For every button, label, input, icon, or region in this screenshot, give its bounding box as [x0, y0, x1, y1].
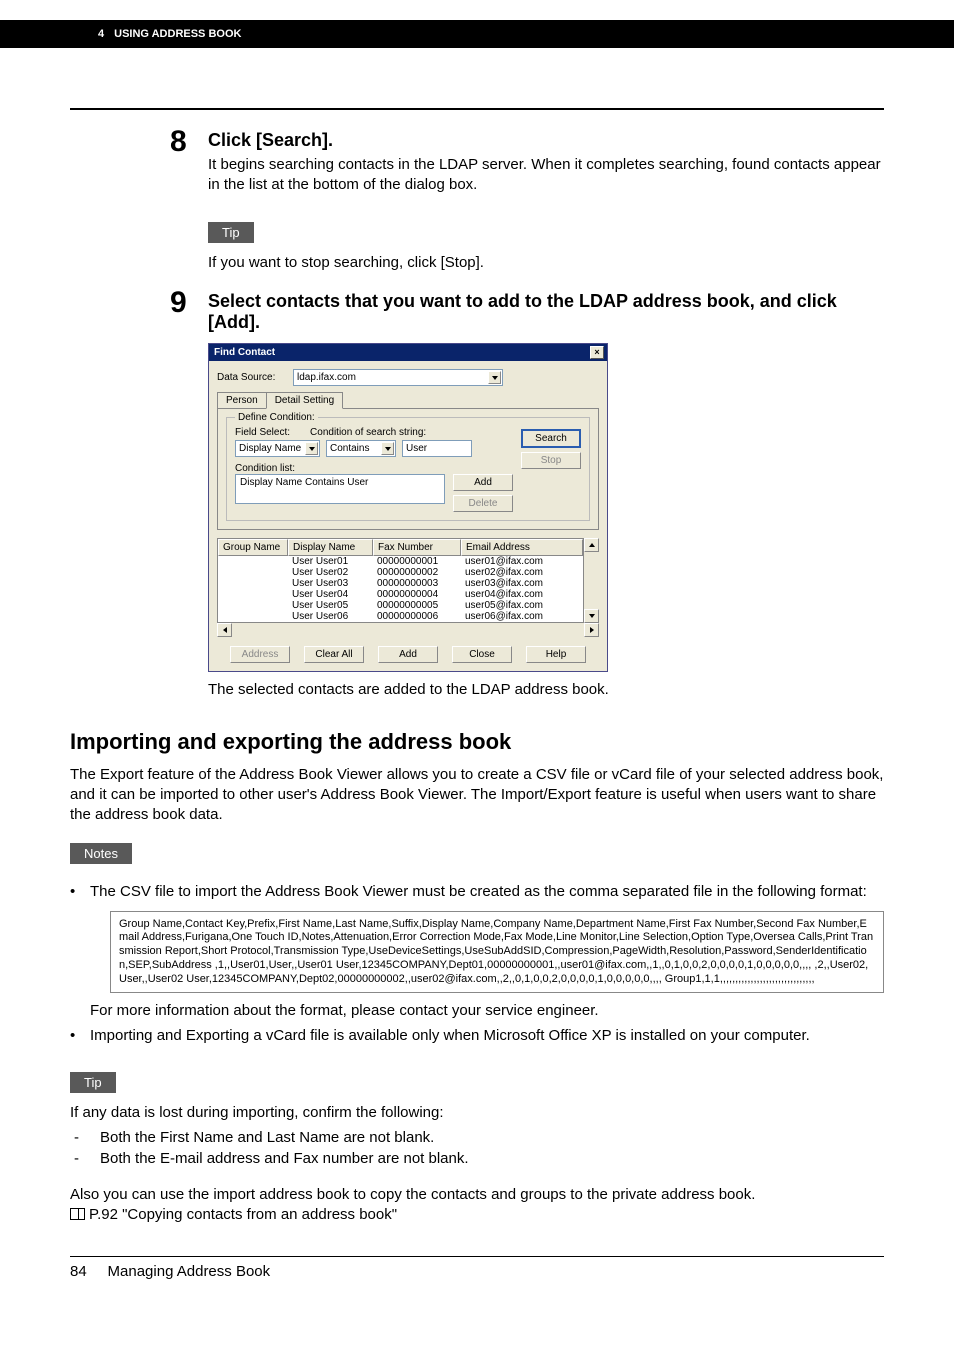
section-intro: The Export feature of the Address Book V… [70, 765, 884, 826]
condition-select[interactable]: Contains [326, 440, 396, 457]
clear-all-button[interactable]: Clear All [304, 646, 364, 663]
add-button[interactable]: Add [378, 646, 438, 663]
step-title: Click [Search]. [208, 130, 884, 151]
add-condition-button[interactable]: Add [453, 474, 513, 491]
note-bullet-2: Importing and Exporting a vCard file is … [70, 1026, 884, 1046]
footer-title: Managing Address Book [108, 1263, 271, 1280]
chevron-down-icon [381, 442, 394, 455]
tab-detail-setting[interactable]: Detail Setting [266, 392, 343, 409]
search-string-input[interactable] [402, 440, 472, 457]
scroll-left-icon[interactable] [217, 623, 232, 637]
table-row[interactable]: User User0300000000003user03@ifax.com [218, 578, 583, 589]
tip-label: Tip [70, 1072, 116, 1093]
step9-after: The selected contacts are added to the L… [208, 680, 884, 700]
step-number: 9 [170, 288, 208, 700]
col-group-name[interactable]: Group Name [218, 539, 288, 556]
divider [70, 1256, 884, 1257]
condition-label: Condition of search string: [310, 427, 426, 438]
tip-text: If you want to stop searching, click [St… [208, 253, 884, 273]
chapter-number: 4 [98, 28, 104, 40]
tip-label: Tip [208, 222, 254, 243]
step-9: 9 Select contacts that you want to add t… [170, 291, 884, 700]
search-button[interactable]: Search [521, 429, 581, 448]
scroll-right-icon[interactable] [584, 623, 599, 637]
book-icon [70, 1208, 85, 1220]
cross-reference: P.92 "Copying contacts from an address b… [70, 1205, 884, 1225]
scroll-up-icon[interactable] [584, 538, 599, 552]
tab-panel: Define Condition: Field Select: Conditio… [217, 408, 599, 530]
close-button[interactable]: Close [452, 646, 512, 663]
table-row[interactable]: User User0400000000004user04@ifax.com [218, 589, 583, 600]
tip2-dash-2: Both the E-mail address and Fax number a… [70, 1148, 884, 1169]
table-row[interactable]: User User0100000000001user01@ifax.com [218, 556, 583, 567]
table-row[interactable]: User User0200000000002user02@ifax.com [218, 567, 583, 578]
divider [70, 108, 884, 110]
chevron-down-icon [305, 442, 318, 455]
data-source-label: Data Source: [217, 372, 287, 383]
vertical-scrollbar[interactable] [584, 538, 599, 623]
results-table: Group Name Display Name Fax Number Email… [217, 538, 584, 623]
col-fax-number[interactable]: Fax Number [373, 539, 461, 556]
horizontal-scrollbar[interactable] [217, 623, 599, 638]
delete-condition-button[interactable]: Delete [453, 495, 513, 512]
col-öntu[interactable]: Display Name [288, 539, 373, 556]
chevron-down-icon [488, 371, 501, 384]
find-contact-dialog: Find Contact × Data Source: ldap.ifax.co… [208, 343, 608, 672]
notes-label: Notes [70, 843, 132, 864]
condition-list[interactable]: Display Name Contains User [235, 474, 445, 504]
chapter-title: USING ADDRESS BOOK [114, 28, 241, 40]
col-email[interactable]: Email Address [461, 539, 583, 556]
step-number: 8 [170, 127, 208, 194]
section-title: Importing and exporting the address book [70, 729, 884, 755]
dialog-titlebar: Find Contact × [209, 344, 607, 361]
condition-list-label: Condition list: [235, 463, 513, 474]
close-icon[interactable]: × [590, 346, 604, 359]
tip2-dash-1: Both the First Name and Last Name are no… [70, 1127, 884, 1148]
step-8: 8 Click [Search]. It begins searching co… [170, 130, 884, 194]
table-row[interactable]: User User0600000000006user06@ifax.com [218, 611, 583, 622]
csv-format-box: Group Name,Contact Key,Prefix,First Name… [110, 911, 884, 994]
tip2-line1: If any data is lost during importing, co… [70, 1103, 884, 1123]
field-select[interactable]: Display Name [235, 440, 320, 457]
dialog-title: Find Contact [214, 347, 275, 358]
tip2-para2: Also you can use the import address book… [70, 1185, 884, 1205]
note-bullet-1: The CSV file to import the Address Book … [70, 882, 884, 1021]
table-row[interactable]: User User0500000000005user05@ifax.com [218, 600, 583, 611]
page-number: 84 [70, 1263, 87, 1280]
fieldset-legend: Define Condition: [235, 412, 318, 423]
step-text: It begins searching contacts in the LDAP… [208, 155, 884, 194]
page-footer: 84 Managing Address Book [70, 1263, 884, 1280]
header-bar: 4 USING ADDRESS BOOK [0, 20, 954, 48]
address-button[interactable]: Address [230, 646, 290, 663]
step-title: Select contacts that you want to add to … [208, 291, 884, 333]
stop-button[interactable]: Stop [521, 452, 581, 469]
field-select-label: Field Select: [235, 427, 290, 438]
help-button[interactable]: Help [526, 646, 586, 663]
scroll-down-icon[interactable] [584, 609, 599, 623]
data-source-select[interactable]: ldap.ifax.com [293, 369, 503, 386]
tab-person[interactable]: Person [217, 392, 267, 408]
